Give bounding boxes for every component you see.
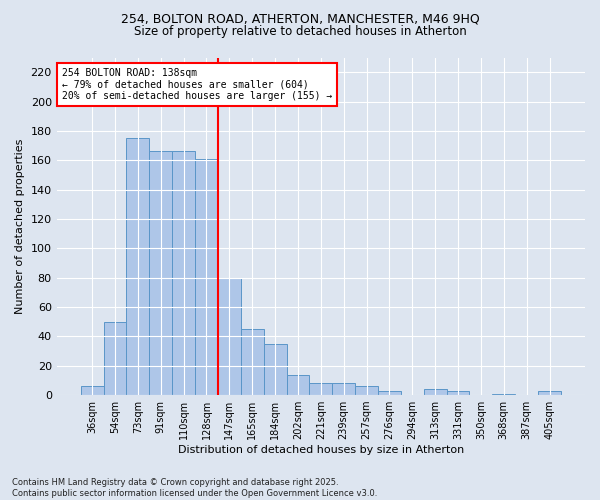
Bar bbox=[241, 329, 263, 395]
Bar bbox=[424, 389, 446, 395]
Bar bbox=[355, 386, 378, 395]
Bar bbox=[263, 344, 287, 395]
Bar bbox=[218, 278, 241, 395]
Bar bbox=[538, 390, 561, 395]
Bar bbox=[80, 386, 104, 395]
Bar bbox=[378, 390, 401, 395]
Bar bbox=[149, 152, 172, 395]
Bar bbox=[287, 374, 310, 395]
Text: 254, BOLTON ROAD, ATHERTON, MANCHESTER, M46 9HQ: 254, BOLTON ROAD, ATHERTON, MANCHESTER, … bbox=[121, 12, 479, 26]
Bar bbox=[493, 394, 515, 395]
Bar bbox=[172, 152, 195, 395]
Bar bbox=[332, 384, 355, 395]
Text: Size of property relative to detached houses in Atherton: Size of property relative to detached ho… bbox=[134, 25, 466, 38]
Text: Contains HM Land Registry data © Crown copyright and database right 2025.
Contai: Contains HM Land Registry data © Crown c… bbox=[12, 478, 377, 498]
X-axis label: Distribution of detached houses by size in Atherton: Distribution of detached houses by size … bbox=[178, 445, 464, 455]
Bar bbox=[195, 159, 218, 395]
Bar bbox=[446, 390, 469, 395]
Bar bbox=[127, 138, 149, 395]
Bar bbox=[104, 322, 127, 395]
Text: 254 BOLTON ROAD: 138sqm
← 79% of detached houses are smaller (604)
20% of semi-d: 254 BOLTON ROAD: 138sqm ← 79% of detache… bbox=[62, 68, 332, 101]
Y-axis label: Number of detached properties: Number of detached properties bbox=[15, 138, 25, 314]
Bar bbox=[310, 384, 332, 395]
